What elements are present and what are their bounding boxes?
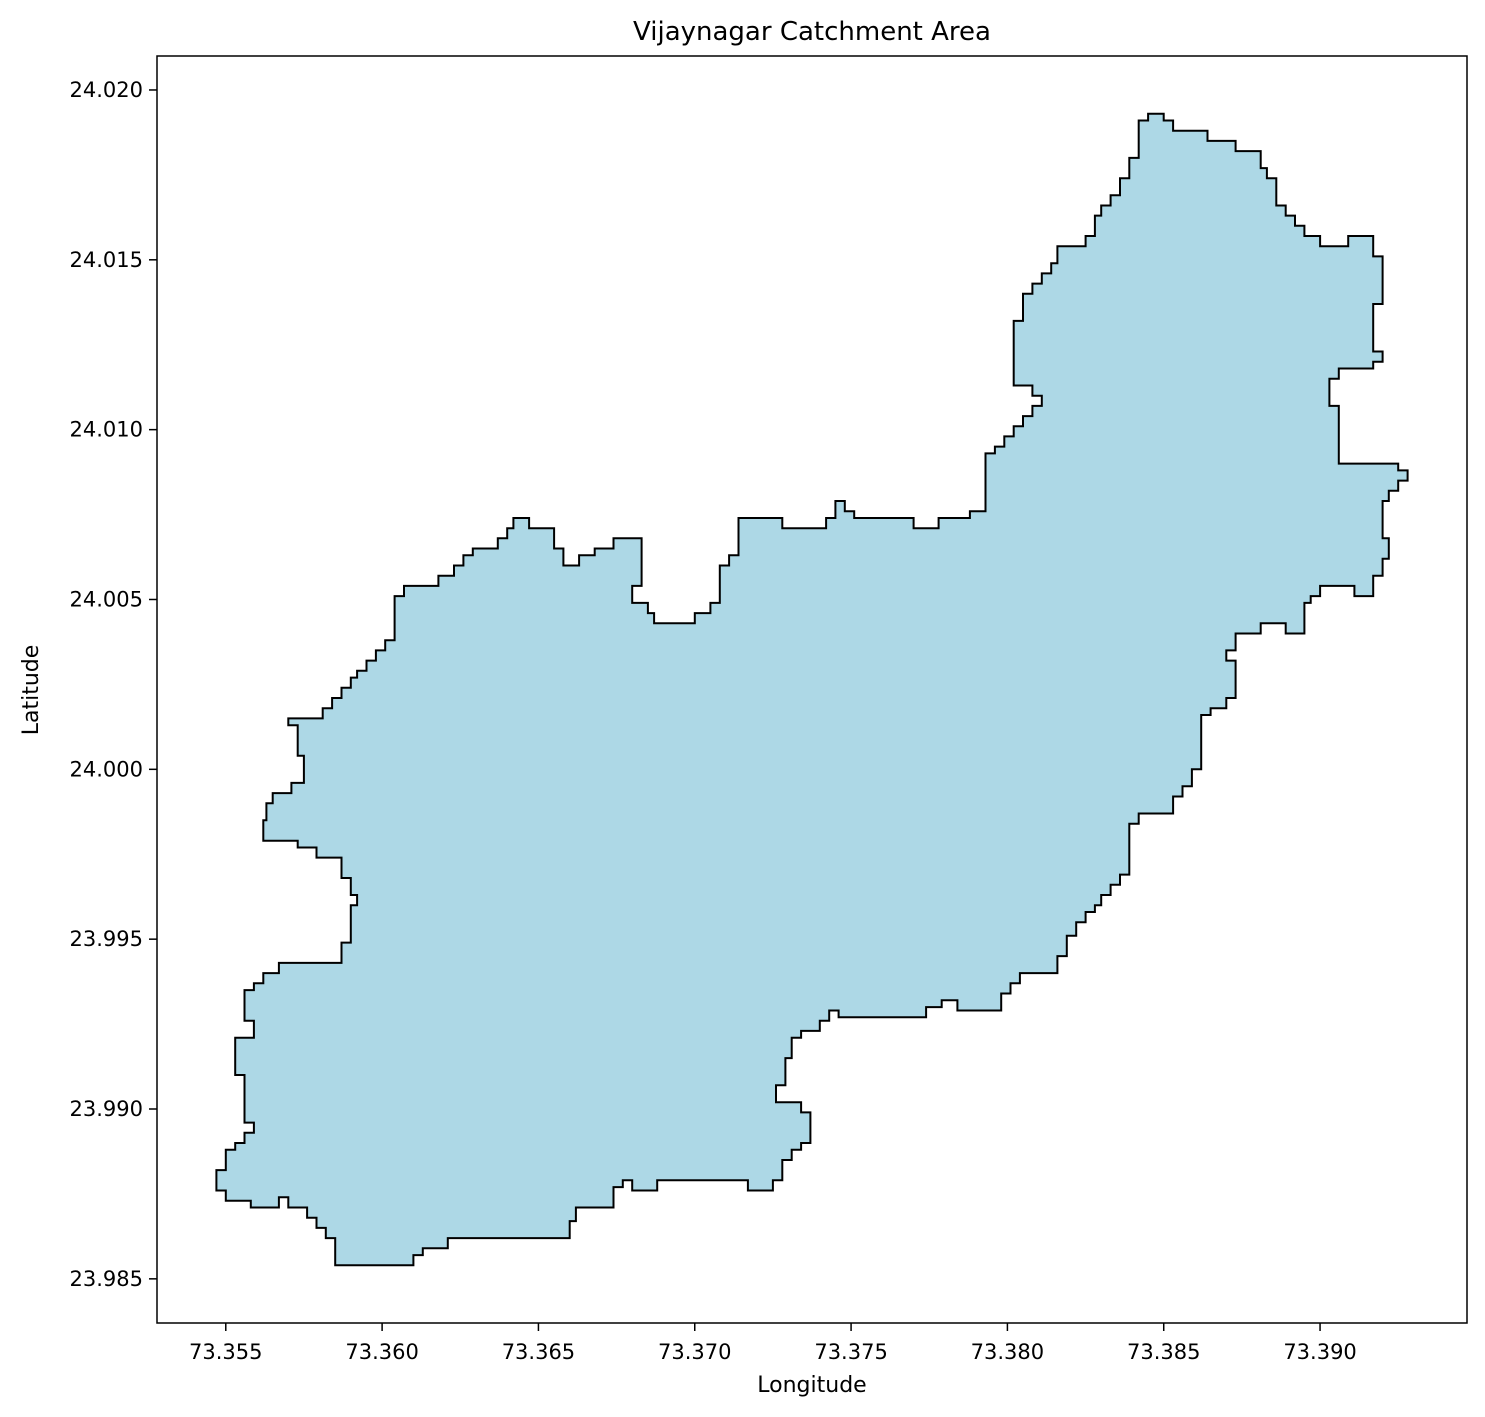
map-title: Vijaynagar Catchment Area bbox=[633, 17, 991, 47]
x-tick-label: 73.360 bbox=[345, 1340, 418, 1364]
x-axis-ticks: 73.355 73.360 73.365 73.370 73.375 73.380 73.3… bbox=[189, 1323, 1357, 1364]
y-tick-label: 24.015 bbox=[70, 248, 143, 272]
x-tick-label: 73.380 bbox=[971, 1340, 1044, 1364]
y-tick-label: 23.990 bbox=[70, 1097, 143, 1121]
y-axis-ticks: 23.985 23.990 23.995 24.000 24.005 24.010 24.0… bbox=[70, 78, 157, 1291]
y-tick-label: 24.000 bbox=[70, 757, 143, 781]
x-tick-label: 73.355 bbox=[189, 1340, 262, 1364]
x-tick-label: 73.390 bbox=[1283, 1340, 1356, 1364]
x-axis-label: Longitude bbox=[757, 1373, 866, 1398]
plot-frame bbox=[156, 55, 1468, 1324]
plot-area bbox=[156, 55, 1468, 1324]
x-tick-label: 73.385 bbox=[1127, 1340, 1200, 1364]
y-tick-label: 24.005 bbox=[70, 587, 143, 611]
x-tick-label: 73.375 bbox=[814, 1340, 887, 1364]
y-tick-label: 23.985 bbox=[70, 1267, 143, 1291]
x-tick-label: 73.370 bbox=[658, 1340, 731, 1364]
y-axis-label: Latitude bbox=[19, 645, 44, 736]
y-tick-label: 24.010 bbox=[70, 418, 143, 442]
x-tick-label: 73.365 bbox=[502, 1340, 575, 1364]
y-tick-label: 23.995 bbox=[70, 927, 143, 951]
y-tick-label: 24.020 bbox=[70, 78, 143, 102]
catchment-polygon bbox=[215, 112, 1409, 1267]
